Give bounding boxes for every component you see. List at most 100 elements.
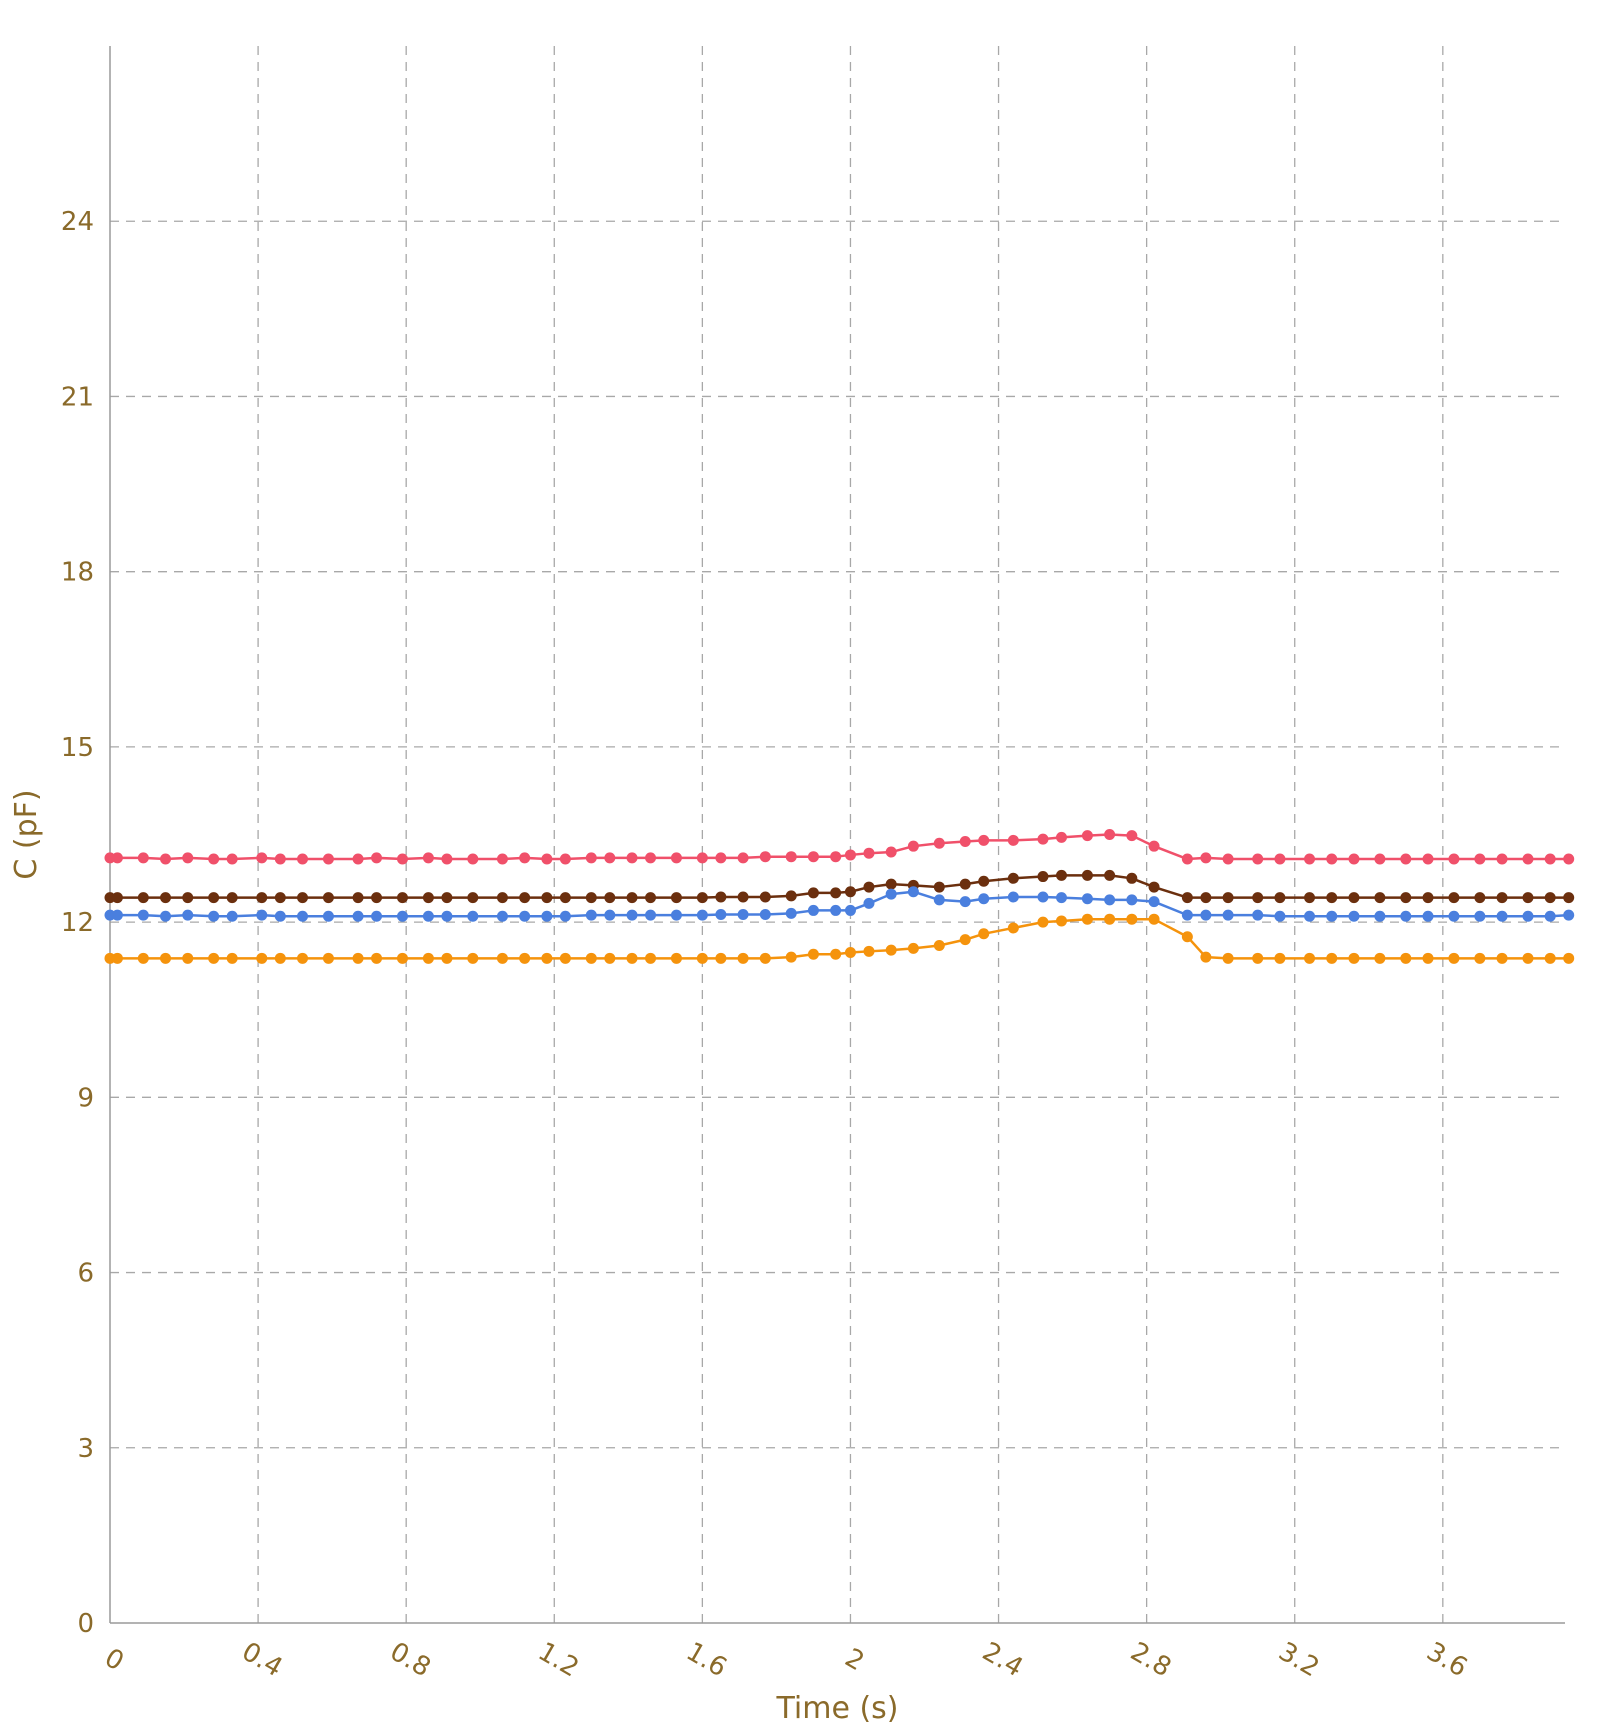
data-point: [396, 853, 408, 865]
data-point: [1348, 910, 1360, 922]
data-point: [1400, 892, 1412, 904]
data-point: [737, 891, 749, 903]
data-point: [1222, 909, 1234, 921]
data-point: [696, 952, 708, 964]
data-point: [1374, 892, 1386, 904]
data-point: [1448, 910, 1460, 922]
data-point: [1007, 891, 1019, 903]
data-point: [160, 952, 172, 964]
data-point: [160, 910, 172, 922]
data-point: [422, 952, 434, 964]
x-tick-label: 1.6: [681, 1637, 732, 1684]
data-point: [274, 952, 286, 964]
data-point: [670, 852, 682, 864]
data-point: [585, 852, 597, 864]
data-point: [496, 910, 508, 922]
data-point: [1563, 892, 1575, 904]
data-point: [396, 892, 408, 904]
data-point: [1374, 910, 1386, 922]
data-point: [1544, 910, 1556, 922]
data-point: [1348, 892, 1360, 904]
data-point: [559, 952, 571, 964]
data-point: [737, 952, 749, 964]
data-point: [807, 904, 819, 916]
data-point: [978, 893, 990, 905]
data-point: [626, 952, 638, 964]
data-point: [396, 952, 408, 964]
data-point: [1007, 922, 1019, 934]
data-point: [352, 952, 364, 964]
data-point: [1037, 871, 1049, 883]
data-point: [322, 952, 334, 964]
data-point: [467, 910, 479, 922]
y-tick-label: 3: [77, 1434, 94, 1464]
data-point: [1304, 892, 1316, 904]
data-point: [1496, 892, 1508, 904]
data-point: [182, 909, 194, 921]
data-point: [1544, 853, 1556, 865]
y-tick-label: 24: [61, 207, 94, 237]
data-point: [670, 952, 682, 964]
data-point: [1081, 830, 1093, 842]
data-point: [1148, 913, 1160, 925]
data-point: [1304, 910, 1316, 922]
data-point: [1200, 852, 1212, 864]
data-point: [585, 909, 597, 921]
data-point: [541, 853, 553, 865]
data-point: [604, 852, 616, 864]
data-point: [441, 892, 453, 904]
data-point: [1422, 892, 1434, 904]
data-point: [585, 892, 597, 904]
data-point: [645, 909, 657, 921]
data-point: [422, 852, 434, 864]
data-point: [604, 952, 616, 964]
data-point: [256, 852, 268, 864]
x-tick-label: 3.6: [1421, 1637, 1472, 1684]
data-point: [863, 897, 875, 909]
series-2: [104, 869, 1575, 904]
y-tick-label: 0: [77, 1609, 94, 1639]
data-point: [519, 910, 531, 922]
data-point: [1252, 853, 1264, 865]
data-point: [352, 910, 364, 922]
data-point: [844, 886, 856, 898]
data-point: [1126, 830, 1138, 842]
data-point: [1126, 894, 1138, 906]
data-point: [933, 881, 945, 893]
data-point: [933, 894, 945, 906]
data-point: [959, 878, 971, 890]
data-point: [1563, 909, 1575, 921]
data-point: [137, 909, 149, 921]
data-point: [696, 852, 708, 864]
series-layer: [104, 829, 1575, 964]
data-point: [1104, 829, 1116, 840]
data-point: [1474, 952, 1486, 964]
data-point: [496, 892, 508, 904]
data-point: [137, 952, 149, 964]
data-point: [1563, 853, 1575, 865]
data-point: [371, 892, 383, 904]
data-point: [626, 892, 638, 904]
data-point: [907, 840, 919, 852]
data-point: [297, 952, 309, 964]
data-point: [626, 852, 638, 864]
data-point: [785, 851, 797, 863]
data-point: [208, 892, 220, 904]
data-point: [1474, 892, 1486, 904]
data-point: [1222, 952, 1234, 964]
data-point: [1563, 952, 1575, 964]
data-point: [1374, 853, 1386, 865]
data-point: [863, 847, 875, 859]
data-point: [1474, 853, 1486, 865]
data-point: [1037, 916, 1049, 928]
data-point: [1126, 913, 1138, 925]
data-point: [933, 939, 945, 951]
data-point: [226, 910, 238, 922]
y-axis-title: C (pF): [9, 789, 44, 879]
data-point: [1007, 834, 1019, 846]
data-point: [559, 910, 571, 922]
data-point: [959, 934, 971, 946]
data-point: [541, 910, 553, 922]
data-point: [696, 909, 708, 921]
data-point: [1274, 910, 1286, 922]
